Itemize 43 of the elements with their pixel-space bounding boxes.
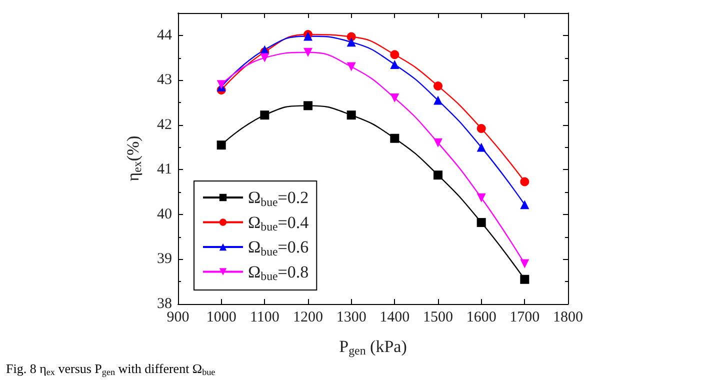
x-tick-label: 1700 [510,310,540,326]
y-tick-label: 42 [157,116,172,133]
point [434,81,442,90]
x-tick-label: 1200 [293,310,323,326]
point [390,50,400,60]
x-tick-label: 1500 [423,310,453,326]
y-tick-label: 40 [157,206,172,222]
point [390,134,400,143]
point [520,259,530,268]
point [260,53,270,62]
point [434,138,442,148]
point [304,101,312,110]
x-tick-label: 1600 [466,310,496,326]
point [476,218,486,228]
point [260,110,270,120]
point [520,200,530,210]
point [520,274,530,284]
y-tick-label: 43 [157,72,172,88]
x-tick-label: 1800 [553,310,583,326]
y-tick-label: 41 [157,162,172,178]
point [476,142,486,152]
x-tick-label: 1100 [250,310,280,326]
point [434,96,442,105]
point [476,124,486,133]
point [434,170,442,180]
point [476,193,486,202]
point [390,60,400,69]
x-tick-label: 1300 [336,310,366,326]
point [304,48,312,57]
point [520,177,530,186]
y-tick-label: 44 [157,27,172,44]
x-tick-label: 1000 [206,310,236,326]
y-tick-label: 39 [157,251,172,268]
point [346,32,356,42]
y-tick-label: 38 [157,296,172,312]
point [346,62,356,72]
x-tick-label: 1400 [380,310,410,326]
x-tick-label: 900 [166,310,190,326]
y-axis-title: ηex(%) [123,136,144,182]
point [216,140,226,150]
point [390,94,400,103]
point [346,38,356,47]
point [346,110,356,120]
